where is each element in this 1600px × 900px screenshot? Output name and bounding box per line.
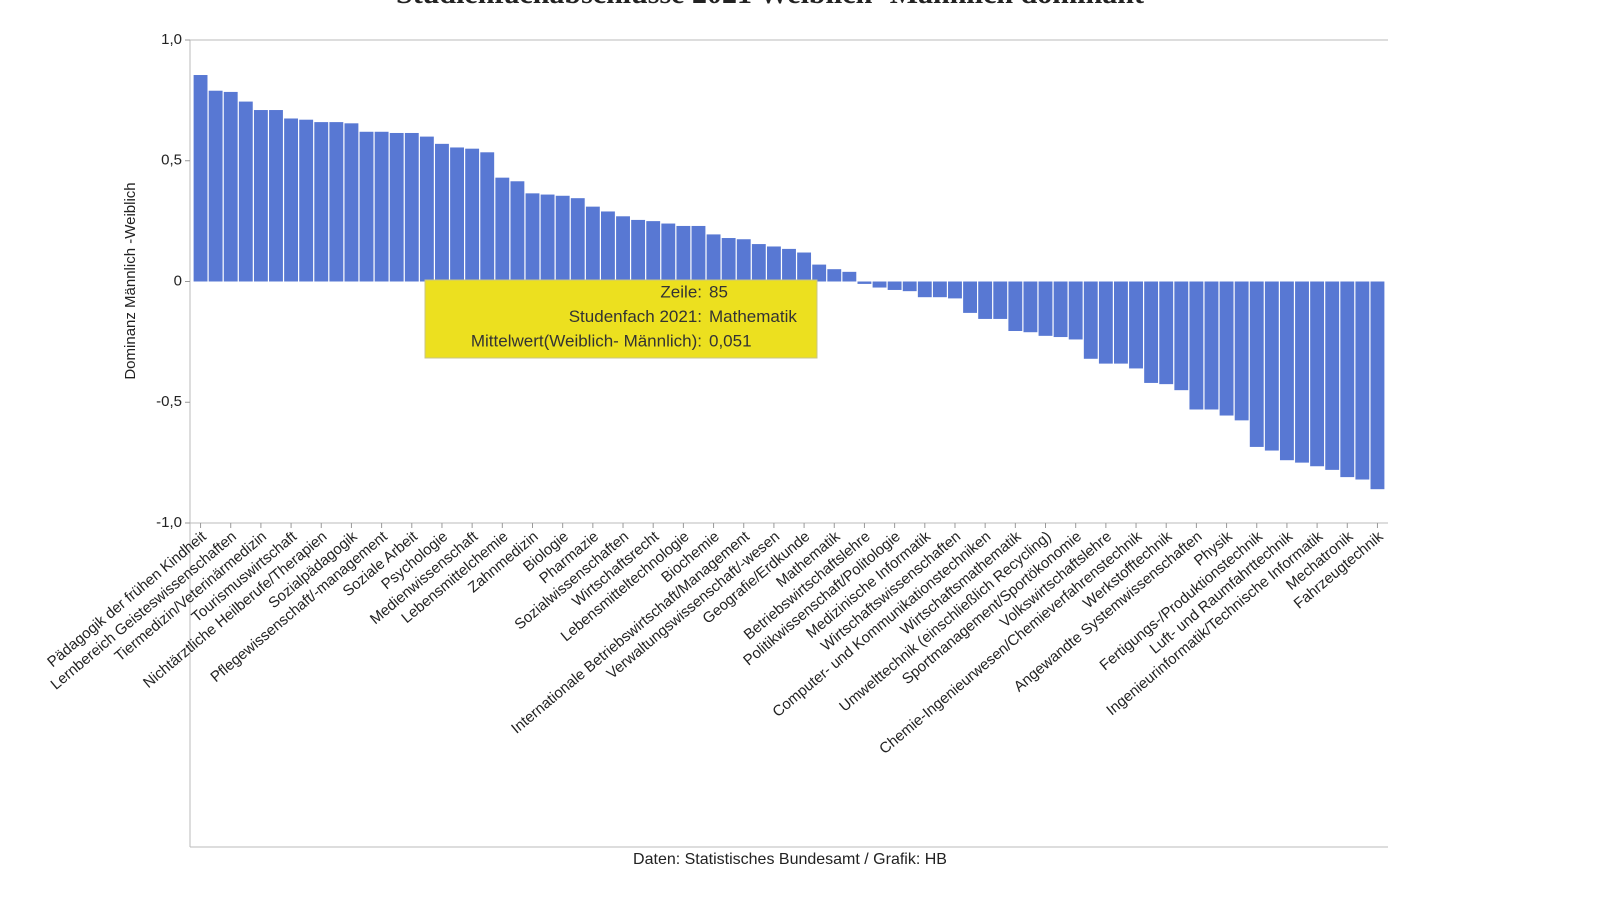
bar [978, 281, 993, 319]
bar [616, 216, 630, 282]
bar [721, 238, 736, 282]
bar [782, 248, 796, 282]
bar [1129, 281, 1143, 369]
bar [284, 118, 299, 282]
bar [1098, 281, 1113, 364]
bar [193, 75, 208, 282]
tooltip-value: 0,051 [709, 331, 752, 350]
bar [329, 122, 344, 282]
bar [887, 281, 902, 290]
bar [706, 234, 721, 282]
bar [766, 246, 781, 282]
bar [359, 131, 374, 282]
bar [1174, 281, 1189, 391]
tooltip: Zeile: 85 Studenfach 2021: Mathematik Mittel… [424, 279, 818, 359]
bar [269, 110, 283, 282]
bar [525, 193, 540, 282]
y-tick-label: -0,5 [156, 393, 182, 410]
y-tick-label: 1,0 [161, 31, 182, 48]
bar [208, 90, 223, 282]
bar [993, 281, 1008, 319]
bar [419, 136, 434, 282]
bar [223, 91, 238, 282]
bar [1114, 281, 1128, 364]
bar [1023, 281, 1038, 333]
bar [917, 281, 932, 298]
bar [736, 239, 751, 282]
bar [314, 122, 329, 282]
y-axis-label: Dominanz Männlich -Weiblich [122, 182, 139, 379]
bar [646, 221, 661, 282]
bar [661, 223, 676, 282]
bar [238, 101, 253, 282]
bar [1264, 281, 1279, 451]
chart-title: Studienfachabschlüsse 2021 Weiblich -Män… [396, 0, 1144, 10]
bar [963, 281, 978, 313]
bar [1204, 281, 1219, 410]
bar [1355, 281, 1370, 480]
y-tick-label: 0 [174, 272, 182, 289]
bar [631, 219, 646, 282]
bar [1234, 281, 1249, 421]
tooltip-label: Studenfach 2021: [569, 307, 702, 326]
bar [842, 271, 857, 282]
bar [1038, 281, 1053, 336]
bar [404, 132, 419, 282]
bar [1310, 281, 1325, 467]
bar [857, 281, 872, 284]
bar [1219, 281, 1234, 416]
bar [570, 198, 585, 282]
bar [555, 195, 570, 282]
bar [495, 177, 510, 282]
bar [812, 264, 827, 282]
bar [1189, 281, 1204, 410]
tooltip-label: Zeile: [660, 282, 702, 301]
bar [932, 281, 947, 298]
bar [902, 281, 917, 292]
bar [1370, 281, 1385, 490]
bar [751, 244, 766, 282]
bar [1279, 281, 1294, 461]
bar [1008, 281, 1023, 332]
bar [676, 225, 691, 282]
bar [540, 194, 555, 282]
tooltip-value: Mathematik [709, 307, 797, 326]
tooltip-value: 85 [709, 282, 728, 301]
bar [1340, 281, 1355, 478]
bar [948, 281, 962, 299]
bar [1068, 281, 1083, 340]
bar [1295, 281, 1309, 463]
bar [797, 252, 812, 282]
source-note: Daten: Statistisches Bundesamt / Grafik:… [633, 851, 947, 868]
bar [691, 225, 706, 282]
bar [827, 269, 842, 282]
tooltip-box [424, 279, 818, 359]
bar [389, 132, 404, 282]
bar [510, 181, 525, 282]
bar [299, 119, 314, 282]
bar [1053, 281, 1068, 338]
bar [1249, 281, 1264, 447]
bar [465, 148, 480, 282]
bar [253, 110, 268, 282]
bar [435, 143, 449, 282]
y-tick-label: -1,0 [156, 514, 182, 531]
bar [374, 131, 389, 282]
tooltip-label: Mittelwert(Weiblich- Männlich): [471, 331, 702, 350]
bar [585, 206, 600, 282]
y-tick-label: 0,5 [161, 152, 182, 169]
bar [1144, 281, 1159, 383]
bar [1159, 281, 1174, 385]
bar [872, 281, 887, 288]
bar [1083, 281, 1098, 359]
bar [600, 211, 615, 282]
bar [1325, 281, 1340, 470]
bar [450, 147, 464, 282]
bar [344, 123, 359, 282]
bar [480, 152, 495, 282]
